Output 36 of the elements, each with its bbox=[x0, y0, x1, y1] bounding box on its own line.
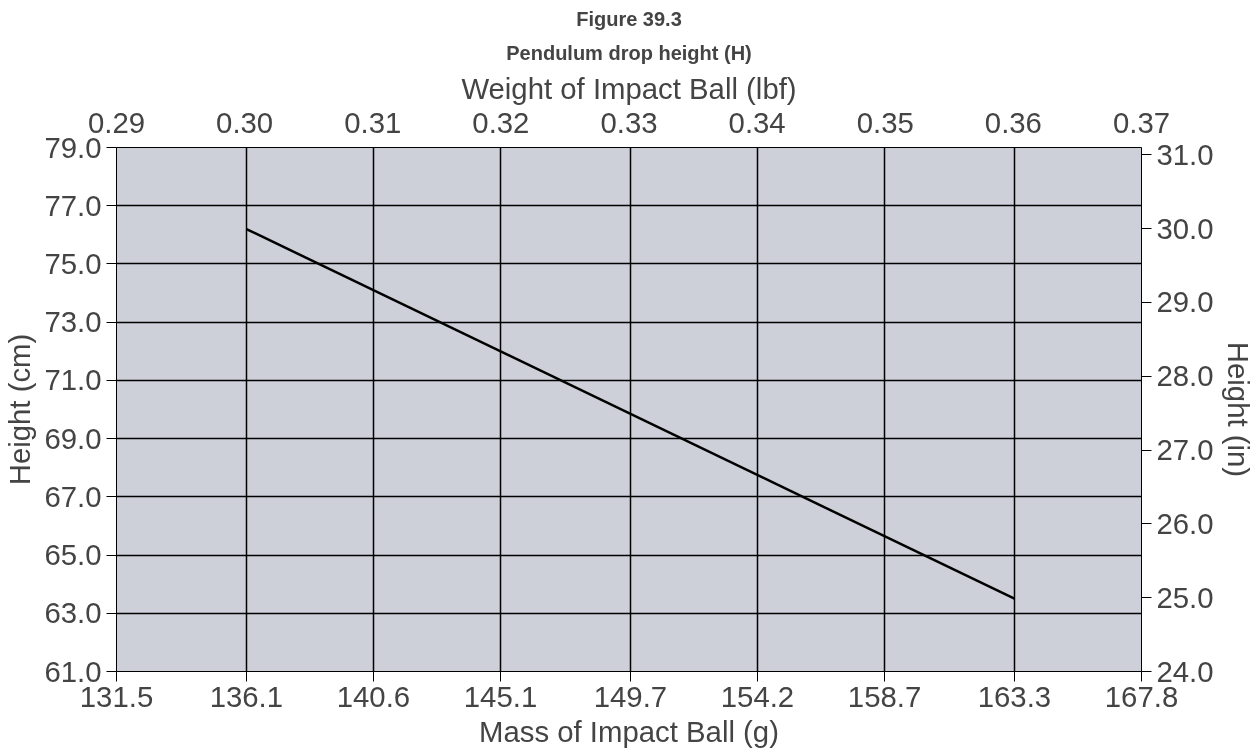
y-tick-label: 77.0 bbox=[44, 188, 102, 222]
y2-axis-title: Height (in) bbox=[1221, 341, 1255, 478]
y-axis-title: Height (cm) bbox=[3, 333, 37, 486]
x2-tick-label: 0.31 bbox=[344, 105, 402, 139]
x-tick-label: 154.2 bbox=[720, 679, 795, 713]
y-tick-label: 67.0 bbox=[44, 479, 102, 513]
x2-axis-title: Weight of Impact Ball (lbf) bbox=[461, 71, 797, 105]
y2-tick-label: 28.0 bbox=[1156, 359, 1214, 393]
x2-tick-label: 0.32 bbox=[472, 105, 530, 139]
x2-tick-label: 0.37 bbox=[1112, 105, 1171, 139]
x-tick-label: 158.7 bbox=[847, 679, 922, 713]
x2-tick-label: 0.30 bbox=[216, 105, 274, 139]
y2-tick-label: 30.0 bbox=[1156, 211, 1214, 245]
y2-tick-label: 29.0 bbox=[1156, 285, 1214, 319]
y-tick-label: 73.0 bbox=[44, 305, 102, 339]
x-tick-label: 145.1 bbox=[463, 679, 538, 713]
x-tick-label: 163.3 bbox=[977, 679, 1052, 713]
y2-tick-label: 26.0 bbox=[1156, 506, 1214, 540]
y-tick-label: 63.0 bbox=[44, 596, 102, 630]
x-tick-label: 140.6 bbox=[336, 679, 411, 713]
x-tick-label: 136.1 bbox=[209, 679, 284, 713]
y2-tick-label: 25.0 bbox=[1156, 580, 1214, 614]
y2-tick-label: 27.0 bbox=[1156, 433, 1214, 467]
x-tick-label: 149.7 bbox=[593, 679, 668, 713]
chart-subtitle: Pendulum drop height (H) bbox=[506, 41, 752, 64]
y-tick-label: 75.0 bbox=[44, 246, 102, 280]
x-axis-title: Mass of Impact Ball (g) bbox=[479, 714, 779, 748]
y2-tick-label: 31.0 bbox=[1156, 137, 1214, 171]
chart-title: Figure 39.3 bbox=[576, 7, 682, 30]
y-tick-label: 71.0 bbox=[44, 363, 102, 397]
y-tick-label: 69.0 bbox=[44, 421, 102, 455]
x2-tick-label: 0.33 bbox=[600, 105, 658, 139]
x2-tick-label: 0.35 bbox=[856, 105, 914, 139]
x2-tick-label: 0.34 bbox=[728, 105, 786, 139]
y-tick-label: 65.0 bbox=[44, 538, 102, 572]
x2-tick-label: 0.36 bbox=[984, 105, 1042, 139]
